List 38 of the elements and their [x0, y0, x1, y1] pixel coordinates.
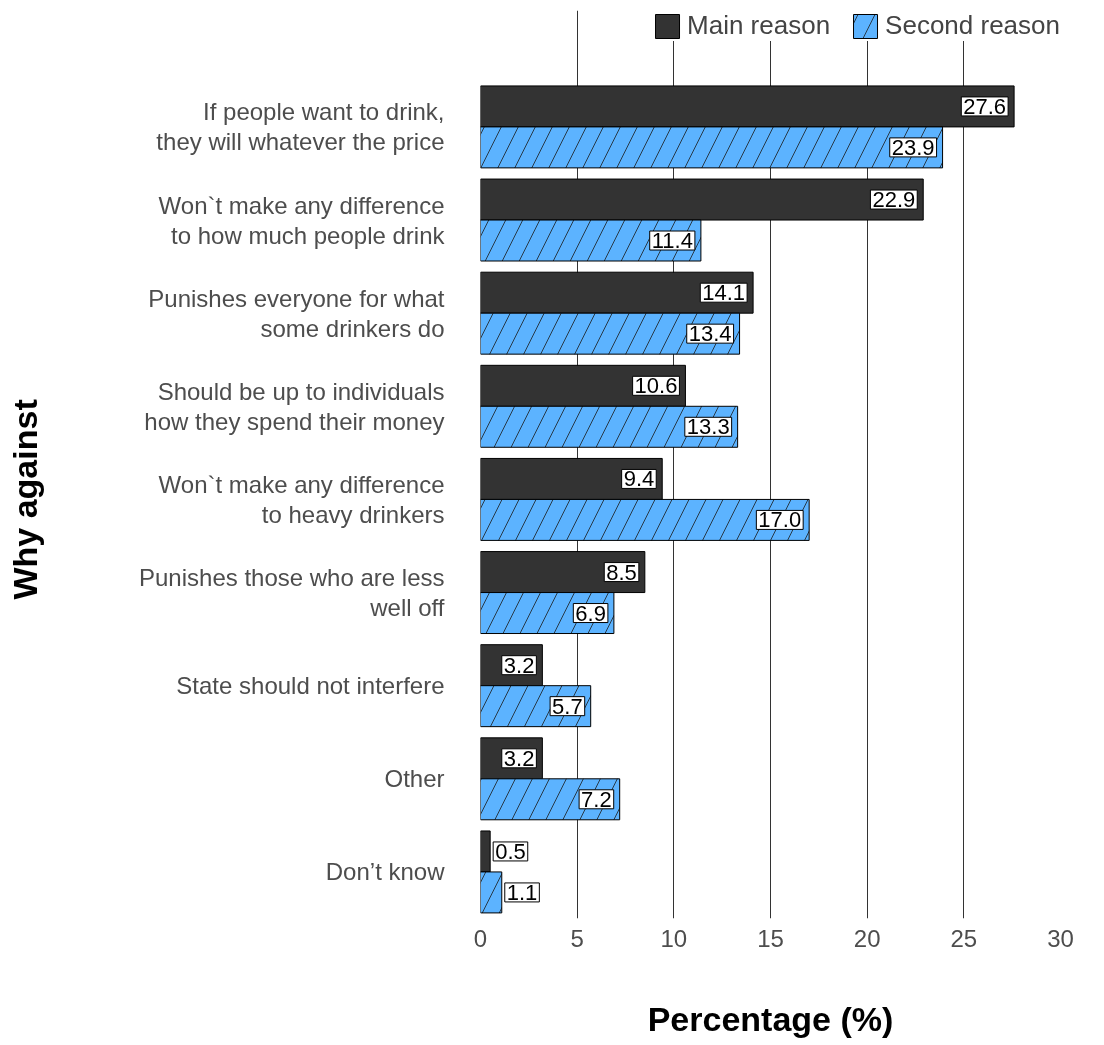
data-label: 3.2 [503, 745, 535, 771]
data-label: 9.4 [623, 466, 655, 492]
y-tick-label: Should be up to individuals how they spend their money [144, 377, 445, 435]
x-tick-label: 0 [473, 924, 488, 952]
y-axis-title: Why against [5, 399, 44, 600]
y-tick-label: State should not interfere [176, 672, 445, 700]
y-tick-label: Won`t make any difference to heavy drinkers [158, 470, 445, 528]
data-label: 3.2 [503, 652, 535, 678]
data-label: 6.9 [575, 600, 606, 626]
x-tick-label: 30 [1047, 924, 1074, 952]
legend-label: Main reason [687, 10, 831, 41]
data-label: 10.6 [634, 373, 678, 399]
legend-label: Second reason [885, 10, 1060, 41]
data-label: 0.5 [495, 838, 526, 864]
data-label: 1.1 [506, 879, 538, 905]
x-tick-label: 5 [570, 924, 584, 952]
data-label: 23.9 [891, 134, 935, 160]
data-label: 11.4 [651, 228, 693, 254]
y-tick-label: If people want to drink, they will whatever the price [156, 98, 445, 156]
data-label: 8.5 [606, 559, 637, 585]
y-tick-label: Punishes everyone for what some drinkers do [148, 284, 445, 342]
y-tick-label: Won`t make any difference to how much people drink [158, 191, 446, 249]
data-label: 13.3 [686, 414, 730, 440]
x-tick-label: 15 [757, 924, 784, 952]
x-tick-label: 20 [853, 924, 881, 952]
data-label: 27.6 [963, 93, 1007, 119]
data-label: 14.1 [702, 280, 746, 306]
x-tick-label: 25 [950, 924, 978, 952]
data-label: 22.9 [872, 187, 916, 213]
y-tick-label: Punishes those who are less well off [138, 564, 445, 622]
y-tick-label: Other [384, 765, 445, 793]
data-label: 5.7 [552, 693, 583, 719]
data-label: 13.4 [688, 321, 732, 347]
x-axis-title: Percentage (%) [647, 999, 894, 1038]
x-tick-label: 10 [660, 924, 688, 952]
data-label: 7.2 [581, 786, 612, 812]
data-label: 17.0 [758, 507, 802, 533]
y-tick-label: Don’t know [325, 858, 446, 886]
